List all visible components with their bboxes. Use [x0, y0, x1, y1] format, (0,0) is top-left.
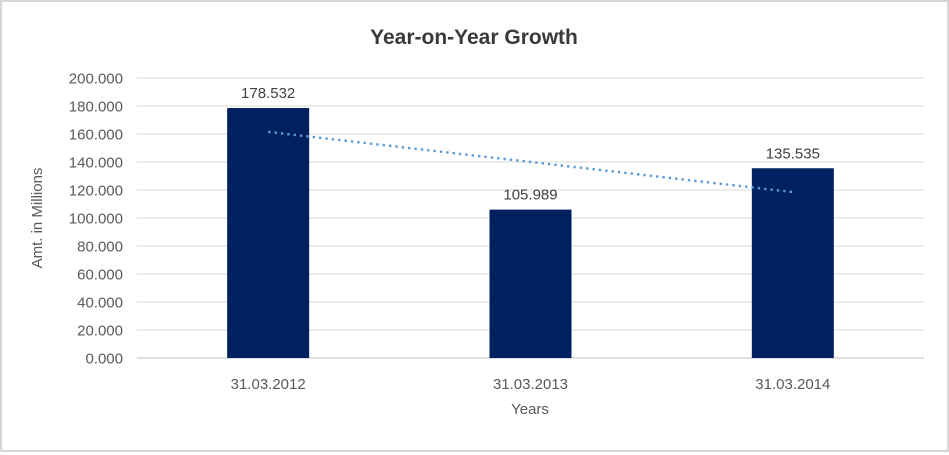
bar-31.03.2013[interactable] — [489, 209, 572, 358]
data-label-31.03.2013: 105.989 — [503, 187, 557, 204]
x-axis-title: Years — [511, 401, 549, 418]
y-tick-label-40.000: 40.000 — [77, 295, 123, 312]
x-tick-label-31.03.2014: 31.03.2014 — [755, 376, 830, 393]
trendline-layer[interactable] — [268, 130, 793, 194]
data-label-31.03.2012: 178.532 — [241, 85, 295, 102]
bar-31.03.2014[interactable] — [751, 168, 834, 358]
y-axis-title: Amt. in Millions — [29, 168, 46, 269]
y-tick-label-120.000: 120.000 — [69, 183, 123, 200]
x-tick-label-31.03.2012: 31.03.2012 — [231, 376, 306, 393]
chart-title: Year-on-Year Growth — [370, 26, 578, 49]
y-tick-label-80.000: 80.000 — [77, 239, 123, 256]
x-axis-category-labels: 31.03.2012 31.03.2013 31.03.2014 — [231, 376, 831, 393]
y-tick-label-0.000: 0.000 — [85, 351, 123, 368]
y-tick-label-160.000: 160.000 — [69, 127, 123, 144]
y-tick-label-140.000: 140.000 — [69, 155, 123, 172]
bar-31.03.2012[interactable] — [227, 108, 310, 358]
data-labels: 178.532 105.989 135.535 — [241, 85, 820, 204]
y-tick-label-60.000: 60.000 — [77, 267, 123, 284]
bar-series[interactable] — [227, 108, 834, 358]
x-tick-label-31.03.2013: 31.03.2013 — [493, 376, 568, 393]
data-label-31.03.2014: 135.535 — [766, 145, 820, 162]
y-tick-label-20.000: 20.000 — [77, 323, 123, 340]
y-tick-label-200.000: 200.000 — [69, 71, 123, 88]
y-axis-tick-labels: 200.000 180.000 160.000 140.000 120.000 100.0… — [69, 71, 123, 368]
linear-trendline[interactable] — [268, 130, 793, 194]
y-tick-label-180.000: 180.000 — [69, 99, 123, 116]
y-tick-label-100.000: 100.000 — [69, 211, 123, 228]
